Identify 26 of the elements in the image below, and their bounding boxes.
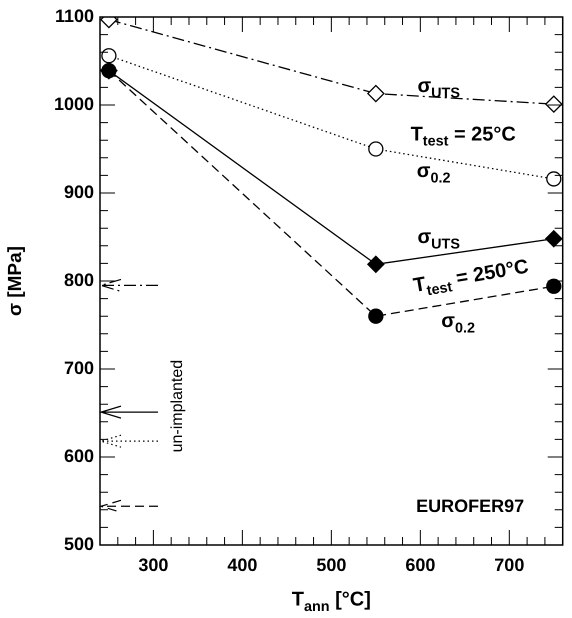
point xyxy=(368,141,384,157)
y-tick-label: 800 xyxy=(64,270,94,290)
annotation: Ttest = 250°C xyxy=(412,256,530,300)
point xyxy=(545,230,562,248)
point xyxy=(367,84,384,102)
x-tick-label: 600 xyxy=(405,554,436,575)
point xyxy=(367,256,384,273)
annotation: EUROFER97 xyxy=(416,496,524,516)
point xyxy=(545,95,562,113)
point xyxy=(546,171,562,187)
y-tick-label: 600 xyxy=(64,446,94,466)
x-tick-label: 700 xyxy=(494,554,524,575)
annotation: un-implanted xyxy=(169,360,186,452)
y-tick-label: 1100 xyxy=(54,6,94,26)
x-tick-label: 400 xyxy=(227,554,258,575)
x-tick-label: 300 xyxy=(138,554,168,575)
point xyxy=(101,63,117,78)
point xyxy=(368,308,384,324)
y-tick-label: 1000 xyxy=(54,94,94,114)
point xyxy=(101,48,117,64)
y-tick-label: 500 xyxy=(64,534,94,554)
point xyxy=(546,278,562,294)
x-tick-label: 500 xyxy=(316,554,346,575)
y-tick-label: 900 xyxy=(64,182,94,202)
y-axis-title: σ [MPa] xyxy=(5,246,26,316)
y-tick-label: 700 xyxy=(64,358,94,378)
